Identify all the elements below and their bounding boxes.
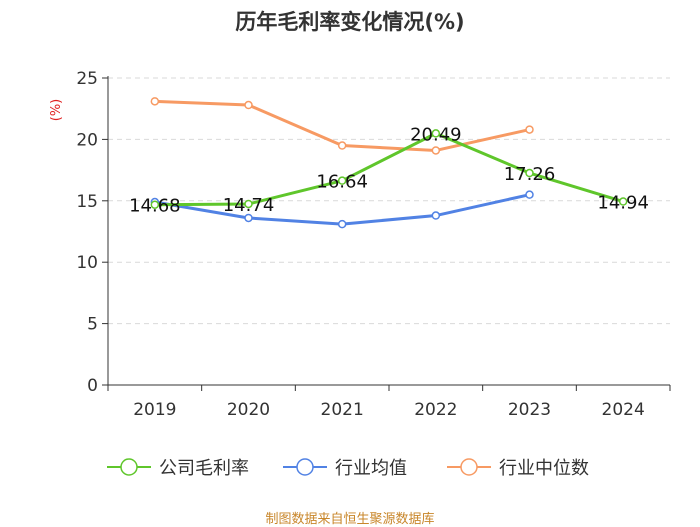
data-label: 14.74 bbox=[223, 195, 275, 216]
x-tick-label: 2020 bbox=[227, 400, 270, 420]
legend-marker-icon bbox=[460, 458, 478, 476]
series-line-0 bbox=[154, 131, 624, 207]
series-point bbox=[525, 125, 534, 134]
data-label: 20.49 bbox=[410, 124, 462, 145]
series-point bbox=[618, 197, 628, 206]
series-line-1 bbox=[154, 193, 530, 226]
x-tick-label: 2024 bbox=[602, 400, 645, 420]
gridlines bbox=[108, 77, 670, 325]
legend-label: 行业均值 bbox=[335, 458, 407, 479]
series-point bbox=[150, 200, 160, 209]
x-tick-label: 2023 bbox=[508, 400, 551, 420]
chart-title: 历年毛利率变化情况(%) bbox=[235, 10, 465, 34]
x-tick-label: 2021 bbox=[321, 400, 364, 420]
series-point bbox=[244, 213, 253, 223]
series-point bbox=[525, 168, 534, 178]
series-lines bbox=[150, 97, 628, 229]
y-tick-label: 5 bbox=[87, 315, 98, 335]
series-point bbox=[431, 211, 441, 220]
data-label: 14.94 bbox=[597, 193, 649, 214]
axes: 0 5 10 15 20 25 (%) 2019 2020 2021 2022 2023 2024 bbox=[49, 69, 671, 420]
series-point bbox=[525, 190, 534, 199]
series-point bbox=[244, 199, 253, 209]
series-point bbox=[244, 100, 253, 110]
legend-label: 公司毛利率 bbox=[159, 458, 249, 479]
data-label: 14.68 bbox=[129, 196, 181, 217]
series-point bbox=[150, 97, 160, 106]
x-tick-label: 2019 bbox=[133, 400, 176, 420]
legend-marker-icon bbox=[296, 458, 314, 476]
series-point bbox=[337, 141, 347, 150]
y-tick-label: 20 bbox=[76, 130, 98, 150]
y-tick-label: 15 bbox=[76, 192, 98, 212]
y-axis-label: (%) bbox=[49, 99, 64, 122]
legend: 公司毛利率 行业均值 行业中位数 bbox=[107, 458, 589, 479]
source-note: 制图数据来自恒生聚源数据库 bbox=[265, 512, 435, 527]
series-point bbox=[431, 129, 441, 138]
legend-label: 行业中位数 bbox=[499, 458, 589, 479]
data-labels: 14.68 14.74 16.64 20.49 17.26 14.94 bbox=[129, 124, 649, 216]
x-tick-label: 2022 bbox=[414, 400, 457, 420]
y-tick-label: 25 bbox=[76, 69, 98, 89]
data-label: 16.64 bbox=[316, 172, 368, 193]
y-tick-label: 0 bbox=[87, 376, 98, 396]
legend-marker-icon bbox=[120, 458, 138, 476]
series-point bbox=[337, 219, 347, 229]
series-point bbox=[337, 176, 347, 185]
data-label: 17.26 bbox=[504, 164, 556, 185]
series-point bbox=[431, 146, 441, 155]
y-tick-label: 10 bbox=[76, 253, 98, 273]
